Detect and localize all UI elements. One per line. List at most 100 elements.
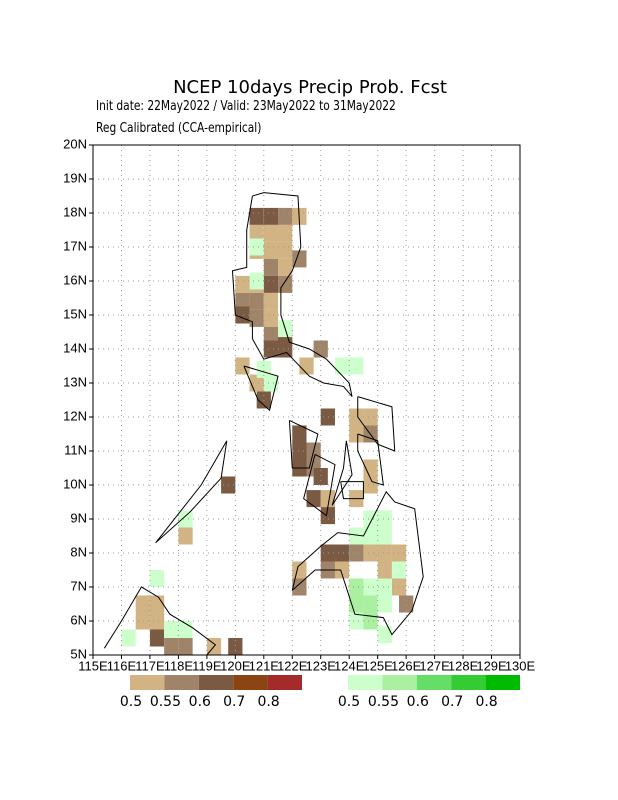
y-tick-label: 13N [63,374,87,389]
y-tick-label: 17N [63,238,87,253]
prob-cell [249,309,264,327]
legend-label: 0.7 [441,694,463,710]
x-tick-label: 121E [249,658,280,673]
x-tick-label: 117E [135,658,165,673]
prob-cell [363,408,378,426]
prob-cell [149,570,165,587]
prob-cell [349,357,364,375]
coastline [231,192,353,397]
prob-cell [391,544,407,562]
legend-swatch [451,675,486,690]
prob-cell [249,292,264,310]
x-tick-label: 128E [448,658,479,673]
prob-cell [349,527,364,545]
prob-cell [178,527,193,545]
prob-cell [278,207,293,225]
prob-cell [306,490,321,508]
prob-cell [249,272,264,290]
x-tick-label: 122E [277,658,308,673]
prob-cell [377,544,392,562]
y-tick-label: 5N [70,646,87,661]
prob-cell [313,468,328,485]
y-tick-label: 7N [70,578,87,593]
prob-cell [377,527,392,545]
prob-cell [135,595,150,613]
coastline [288,419,319,469]
prob-cell [292,561,307,579]
prob-cell [263,258,279,276]
prob-cell [377,510,392,528]
prob-cell [278,340,293,358]
x-tick-label: 116E [107,658,137,673]
legend-label: 0.7 [223,694,245,710]
prob-cell [363,578,378,596]
legend-label: 0.55 [368,694,399,710]
prob-cell [278,224,293,242]
legend-swatch [267,675,302,690]
prob-cell [349,425,364,443]
x-tick-label: 124E [334,658,365,673]
prob-cell [292,425,307,443]
x-tick-label: 120E [220,658,251,673]
y-tick-label: 10N [63,476,87,491]
subtitle: Init date: 22May2022 / Valid: 23May2022 … [96,98,396,113]
prob-cell [299,357,314,375]
coastline [103,586,217,656]
prob-cell [249,238,264,256]
prob-cell [149,629,165,647]
plot-frame [92,144,521,656]
prob-cell [149,595,165,613]
note: Reg Calibrated (CCA-empirical) [96,120,261,135]
prob-cell [363,527,378,545]
coastline [331,440,353,506]
x-tick-label: 115E [78,658,108,673]
x-tick-label: 123E [306,658,337,673]
y-tick-label: 14N [63,340,87,355]
prob-cell [391,561,407,579]
y-tick-label: 8N [70,544,87,559]
prob-cell [235,275,250,293]
coastline [155,440,228,544]
prob-cell [149,612,165,630]
prob-cell [235,306,250,324]
prob-cell [263,292,279,310]
prob-cell [363,595,378,613]
x-tick-label: 127E [419,658,450,673]
prob-cell [363,459,378,477]
prob-cell [349,578,364,596]
prob-cell [263,340,279,358]
prob-cell [399,595,414,613]
prob-cell [377,578,392,596]
prob-cell [391,578,407,596]
prob-cell [178,638,193,655]
legend-swatch [198,675,234,690]
prob-cell [278,275,293,293]
y-tick-label: 6N [70,612,87,627]
x-tick-label: 125E [362,658,393,673]
y-tick-label: 18N [63,204,87,219]
legend-label: 0.6 [189,694,211,710]
prob-cell [320,507,335,525]
y-tick-label: 12N [63,408,87,423]
chart-title: NCEP 10days Precip Prob. Fcst [173,77,447,98]
y-tick-label: 9N [70,510,87,525]
prob-cell [349,544,364,562]
legend-label: 0.8 [257,694,279,710]
coastline [303,453,336,517]
legend-swatch [382,675,417,690]
prob-cell [249,224,264,242]
legend-swatch [348,675,383,690]
prob-cell [349,408,364,426]
prob-cell [377,626,392,644]
coastline [357,396,396,452]
coastline [243,365,279,412]
prob-cell [334,357,350,375]
legend-swatch [416,675,452,690]
prob-cell [256,360,271,378]
coastline [340,481,364,500]
prob-cell [334,561,350,579]
prob-cell [349,612,364,630]
prob-cell [249,207,264,225]
legend-swatch [164,675,199,690]
legend-label: 0.5 [338,694,360,710]
